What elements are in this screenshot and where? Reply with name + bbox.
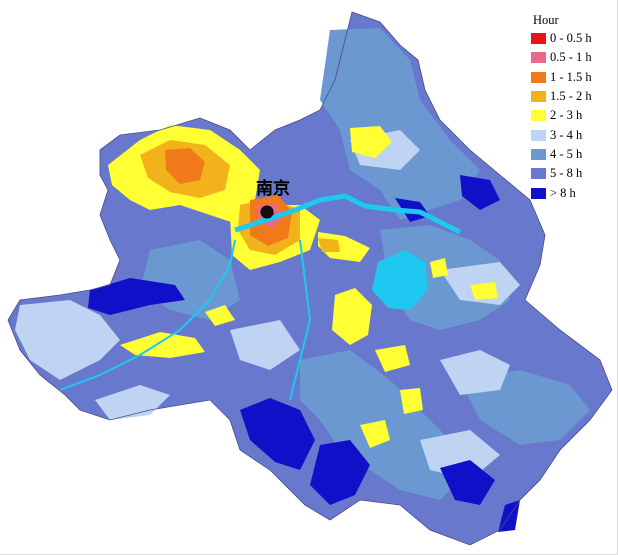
zone-2-3h [350, 126, 392, 158]
zone-3-4h [420, 430, 500, 480]
legend-label: 5 - 8 h [550, 166, 583, 181]
legend-swatch [531, 129, 546, 141]
legend-label: 3 - 4 h [550, 127, 583, 142]
zone-3-4h [230, 320, 300, 370]
legend-item: > 8 h [531, 183, 615, 202]
city-dot-icon[interactable] [260, 205, 274, 219]
legend-label: 0.5 - 1 h [550, 50, 592, 65]
legend-item: 5 - 8 h [531, 164, 615, 183]
lake-taihu [372, 250, 428, 310]
legend-item: 2 - 3 h [531, 106, 615, 125]
legend-swatch [531, 91, 546, 103]
zone-over-8h [310, 440, 370, 505]
region-boundary [7, 11, 613, 546]
legend-item: 1 - 1.5 h [531, 68, 615, 87]
legend-title: Hour [533, 13, 559, 27]
legend-swatch [531, 110, 546, 122]
zone-2-3h [360, 420, 390, 448]
legend-item: 1.5 - 2 h [531, 87, 615, 106]
legend-item: 0 - 0.5 h [531, 29, 615, 48]
zone-4-5h [320, 28, 480, 220]
region-base [8, 12, 612, 545]
legend-swatch [531, 187, 546, 199]
legend-label: 4 - 5 h [550, 146, 583, 161]
legend-swatch [531, 168, 546, 180]
zone-1-1-5h [165, 148, 205, 184]
zone-3-4h [440, 262, 520, 305]
legend-label: 2 - 3 h [550, 108, 583, 123]
zone-3-4h [95, 385, 170, 420]
yangtze-river [234, 193, 462, 235]
zone-over-8h [88, 278, 185, 315]
zone-over-8h [240, 398, 315, 470]
zone-2-3h [332, 288, 372, 345]
legend: Hour 0 - 0.5 h 0.5 - 1 h 1 - 1.5 h 1.5 -… [531, 12, 615, 203]
legend-swatch [531, 71, 546, 83]
river [59, 239, 236, 391]
zone-over-8h [460, 175, 500, 210]
zone-2-3h [430, 258, 448, 278]
legend-item: 4 - 5 h [531, 145, 615, 164]
zone-2-3h [375, 345, 410, 372]
legend-label: 1 - 1.5 h [550, 69, 592, 84]
legend-label: > 8 h [550, 185, 576, 200]
legend-swatch [531, 148, 546, 160]
zone-over-8h [440, 460, 495, 505]
legend-label: 1.5 - 2 h [550, 89, 592, 104]
zone-3-4h [15, 300, 120, 380]
city-label: 南京 [256, 179, 290, 199]
legend-swatch [531, 33, 546, 45]
legend-swatch [531, 52, 546, 64]
zone-2-3h [470, 282, 498, 300]
legend-label: 0 - 0.5 h [550, 31, 592, 46]
zone-3-4h [440, 350, 510, 395]
zone-2-3h [205, 305, 235, 326]
zone-2-3h [400, 388, 423, 414]
legend-item: 0.5 - 1 h [531, 48, 615, 67]
zone-1-5-2h [318, 238, 340, 252]
legend-item: 3 - 4 h [531, 125, 615, 144]
zone-2-3h [120, 332, 205, 358]
river [289, 239, 312, 401]
